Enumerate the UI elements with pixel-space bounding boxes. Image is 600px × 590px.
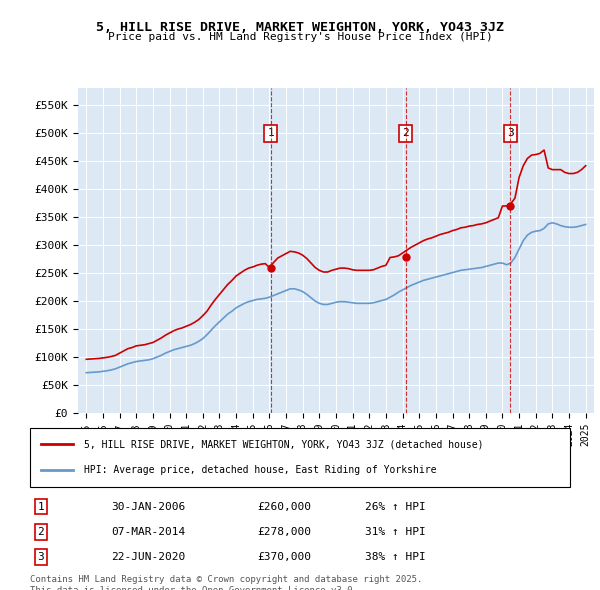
Text: HPI: Average price, detached house, East Riding of Yorkshire: HPI: Average price, detached house, East… [84, 466, 437, 475]
Text: 30-JAN-2006: 30-JAN-2006 [111, 502, 185, 512]
Text: £260,000: £260,000 [257, 502, 311, 512]
Text: Price paid vs. HM Land Registry's House Price Index (HPI): Price paid vs. HM Land Registry's House … [107, 32, 493, 42]
Text: 38% ↑ HPI: 38% ↑ HPI [365, 552, 425, 562]
Text: £278,000: £278,000 [257, 527, 311, 537]
Text: 07-MAR-2014: 07-MAR-2014 [111, 527, 185, 537]
Text: 1: 1 [37, 502, 44, 512]
Text: 3: 3 [37, 552, 44, 562]
Text: 2: 2 [402, 128, 409, 138]
Text: £370,000: £370,000 [257, 552, 311, 562]
Text: 26% ↑ HPI: 26% ↑ HPI [365, 502, 425, 512]
Text: 5, HILL RISE DRIVE, MARKET WEIGHTON, YORK, YO43 3JZ (detached house): 5, HILL RISE DRIVE, MARKET WEIGHTON, YOR… [84, 440, 484, 449]
Text: 5, HILL RISE DRIVE, MARKET WEIGHTON, YORK, YO43 3JZ: 5, HILL RISE DRIVE, MARKET WEIGHTON, YOR… [96, 21, 504, 34]
Text: Contains HM Land Registry data © Crown copyright and database right 2025.
This d: Contains HM Land Registry data © Crown c… [30, 575, 422, 590]
Text: 22-JUN-2020: 22-JUN-2020 [111, 552, 185, 562]
Text: 31% ↑ HPI: 31% ↑ HPI [365, 527, 425, 537]
FancyBboxPatch shape [30, 428, 570, 487]
Text: 1: 1 [268, 128, 274, 138]
Text: 3: 3 [507, 128, 514, 138]
Text: 2: 2 [37, 527, 44, 537]
